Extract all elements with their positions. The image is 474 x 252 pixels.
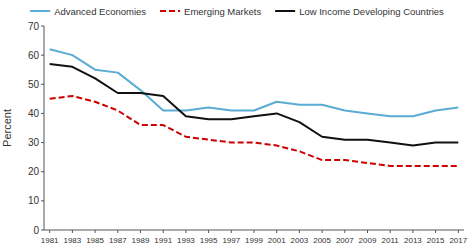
y-tick-label: 50 (28, 79, 40, 90)
x-tick (344, 230, 345, 233)
legend-label: Advanced Economies (54, 6, 146, 17)
x-tick-label: 2009 (359, 236, 377, 245)
y-tick-label: 30 (28, 137, 40, 148)
x-tick (163, 230, 164, 233)
x-tick (49, 230, 50, 233)
x-tick-label: 1991 (154, 236, 172, 245)
x-tick (117, 230, 118, 233)
y-tick (41, 26, 44, 27)
y-tick (41, 142, 44, 143)
legend-swatch (160, 10, 180, 12)
y-tick (41, 230, 44, 231)
x-tick-label: 1987 (109, 236, 127, 245)
x-tick-label: 2003 (291, 236, 309, 245)
line-series (50, 96, 459, 166)
legend-item: Advanced Economies (30, 6, 146, 17)
y-tick-label: 20 (28, 166, 40, 177)
x-tick-label: 2001 (268, 236, 286, 245)
y-tick-label: 60 (28, 50, 40, 61)
y-tick (41, 171, 44, 172)
x-tick-label: 1993 (177, 236, 195, 245)
y-tick-label: 0 (33, 225, 39, 236)
legend-label: Emerging Markets (184, 6, 261, 17)
chart: 0 10 20 30 40 50 60 70 1981 1983 1985 1987 1989 1991 1… (0, 0, 474, 252)
x-tick (367, 230, 368, 233)
y-tick-label: 70 (28, 21, 40, 32)
x-tick-label: 1995 (200, 236, 218, 245)
x-tick (185, 230, 186, 233)
x-tick-label: 2015 (427, 236, 445, 245)
legend-label: Low Income Developing Countries (299, 6, 444, 17)
x-tick-label: 2007 (336, 236, 354, 245)
x-tick-label: 1983 (63, 236, 81, 245)
x-tick (95, 230, 96, 233)
x-tick (208, 230, 209, 233)
y-axis-line (44, 26, 45, 230)
x-tick (72, 230, 73, 233)
x-tick-label: 1981 (41, 236, 59, 245)
y-tick (41, 55, 44, 56)
legend-swatch (30, 10, 50, 12)
plot-area (50, 49, 459, 166)
x-tick (254, 230, 255, 233)
x-tick (140, 230, 141, 233)
x-tick-label: 1989 (132, 236, 150, 245)
x-tick-label: 2013 (404, 236, 422, 245)
line-series (50, 64, 459, 146)
x-tick-label: 1997 (222, 236, 240, 245)
x-tick-label: 2017 (449, 236, 467, 245)
x-tick (435, 230, 436, 233)
x-tick-label: 2011 (382, 236, 400, 245)
legend-item: Low Income Developing Countries (275, 6, 444, 17)
legend-item: Emerging Markets (160, 6, 261, 17)
x-tick (322, 230, 323, 233)
y-tick (41, 200, 44, 201)
x-tick-label: 1985 (86, 236, 104, 245)
x-tick-label: 2005 (313, 236, 331, 245)
x-tick (276, 230, 277, 233)
line-series (50, 49, 459, 116)
x-tick (231, 230, 232, 233)
y-tick-label: 40 (28, 108, 40, 119)
y-tick (41, 84, 44, 85)
x-tick (390, 230, 391, 233)
y-tick-label: 10 (28, 195, 40, 206)
x-tick (299, 230, 300, 233)
x-tick (412, 230, 413, 233)
legend-swatch (275, 10, 295, 12)
y-axis-label: Percent (1, 109, 13, 147)
legend: Advanced Economies Emerging Markets Low In… (30, 6, 444, 17)
x-tick (458, 230, 459, 233)
y-tick (41, 113, 44, 114)
x-tick-label: 1999 (245, 236, 263, 245)
